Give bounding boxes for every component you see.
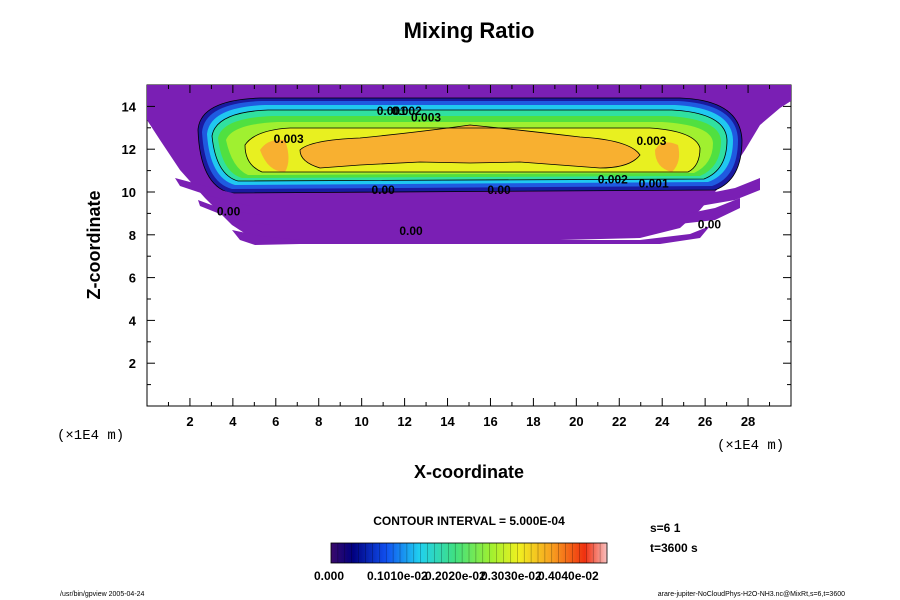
contour-label: 0.001 (639, 177, 669, 191)
x-tick-label: 26 (698, 414, 712, 429)
colorbar-bands (337, 543, 601, 563)
y-unit-label: (×1E4 m) (57, 428, 124, 444)
contour-label: 0.002 (598, 172, 628, 186)
x-tick-label: 24 (655, 414, 670, 429)
footer-right: arare-jupiter-NoCloudPhys-H2O-NH3.nc@Mix… (658, 591, 845, 598)
colorbar-tick-label: 0.3030e-02 (481, 569, 542, 583)
x-tick-label: 16 (483, 414, 497, 429)
colorbar-tick-label: 0.4040e-02 (538, 569, 599, 583)
contour-label: 0.00 (399, 224, 423, 238)
contour-line-3 (299, 124, 641, 169)
chart-title: Mixing Ratio (404, 18, 535, 43)
contour-label: 0.00 (217, 205, 241, 219)
x-tick-label: 8 (315, 414, 322, 429)
x-tick-label: 4 (229, 414, 237, 429)
colorbar-tick-label: 0.1010e-02 (367, 569, 428, 583)
x-tick-label: 22 (612, 414, 626, 429)
y-tick-label: 6 (129, 271, 136, 286)
contour-fill-level-10 (655, 142, 680, 172)
footer-left: /usr/bin/gpview 2005-04-24 (60, 591, 145, 598)
y-tick-label: 2 (129, 356, 136, 371)
contour-label: 0.001 (377, 104, 407, 118)
contour-line-2 (244, 127, 701, 173)
contour-label: 0.003 (274, 132, 304, 146)
contour-label: 0.003 (636, 134, 666, 148)
contour-label: 0.00 (371, 183, 395, 197)
lower-band-0 (175, 178, 760, 206)
contour-interval: CONTOUR INTERVAL = 5.000E-04 (373, 514, 565, 528)
x-tick-label: 2 (186, 414, 193, 429)
x-tick-label: 20 (569, 414, 583, 429)
x-tick-label: 10 (354, 414, 368, 429)
contour-field (147, 85, 791, 245)
lower-band-2 (232, 226, 710, 245)
y-axis: 2 4 6 8 10 12 14 (122, 99, 791, 386)
y-axis-label: Z-coordinate (84, 190, 104, 299)
step-info: s=6 1 (650, 521, 681, 535)
colorbar-tick-labels: 0.000 0.1010e-02 0.2020e-02 0.3030e-02 0… (314, 569, 599, 583)
time-info: t=3600 s (650, 541, 698, 555)
contour-line-1 (211, 109, 728, 182)
x-axis-label: X-coordinate (414, 462, 524, 482)
contour-label: 0.00 (487, 183, 511, 197)
contour-label: 0.002 (392, 104, 422, 118)
y-tick-label: 14 (122, 99, 137, 114)
y-tick-label: 10 (122, 185, 136, 200)
y-tick-label: 4 (129, 313, 137, 328)
contour-label: 0.00 (698, 217, 722, 231)
lower-band-1 (198, 198, 740, 225)
y-tick-label: 12 (122, 142, 136, 157)
colorbar-tick-label: 0.000 (314, 569, 344, 583)
contour-fill-level-9 (260, 139, 289, 172)
x-tick-label: 18 (526, 414, 540, 429)
x-axis: 2 4 6 8 10 12 14 16 18 20 22 24 26 28 (167, 85, 771, 429)
x-tick-label: 12 (397, 414, 411, 429)
colorbar-tick-label: 0.2020e-02 (425, 569, 486, 583)
contour-label: 0.003 (411, 110, 441, 124)
contour-line-0 (197, 97, 743, 194)
x-tick-label: 14 (440, 414, 455, 429)
x-tick-label: 6 (272, 414, 279, 429)
x-unit-label: (×1E4 m) (717, 438, 784, 454)
y-tick-label: 8 (129, 228, 136, 243)
x-tick-label: 28 (741, 414, 755, 429)
